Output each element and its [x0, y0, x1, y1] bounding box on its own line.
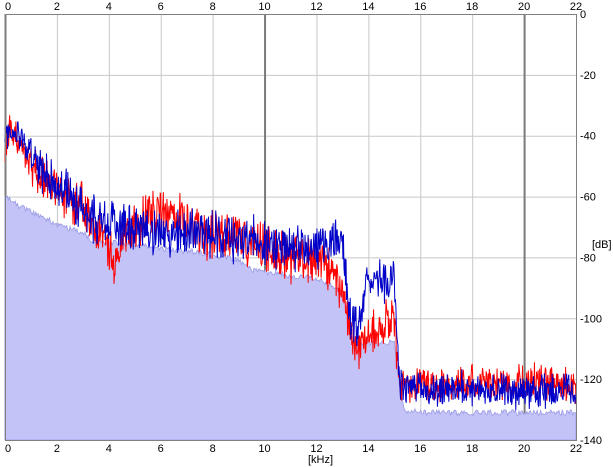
tick-labels: 002244668810101212141416161818202022220-…	[5, 1, 602, 455]
x-tick-label-bottom: 8	[210, 443, 216, 455]
x-tick-label-bottom: 12	[310, 443, 322, 455]
x-tick-label-bottom: 4	[106, 443, 112, 455]
y-tick-label: 0	[580, 9, 586, 21]
line-series-layer	[4, 115, 577, 411]
y-tick-label: -20	[580, 70, 596, 82]
x-tick-label-top: 16	[414, 1, 426, 13]
x-tick-label-top: 4	[106, 1, 112, 13]
y-tick-label: -140	[580, 435, 602, 447]
x-tick-label-bottom: 20	[518, 443, 530, 455]
x-tick-label-bottom: 0	[5, 443, 11, 455]
x-tick-label-top: 14	[362, 1, 374, 13]
x-tick-label-top: 8	[210, 1, 216, 13]
y-axis-label: [dB]	[592, 239, 612, 251]
plot-frame	[5, 14, 577, 441]
x-tick-label-top: 20	[518, 1, 530, 13]
x-tick-label-top: 6	[158, 1, 164, 13]
y-tick-label: -80	[580, 252, 596, 264]
x-tick-label-top: 10	[258, 1, 270, 13]
x-tick-label-bottom: 2	[54, 443, 60, 455]
x-tick-label-top: 12	[310, 1, 322, 13]
x-tick-label-top: 22	[570, 1, 582, 13]
blue-series-line	[4, 121, 577, 411]
y-tick-label: -100	[580, 313, 602, 325]
y-tick-label: -120	[580, 374, 602, 386]
x-axis-label: [kHz]	[308, 454, 333, 466]
x-tick-label-bottom: 6	[158, 443, 164, 455]
x-tick-label-top: 18	[466, 1, 478, 13]
x-tick-label-bottom: 16	[414, 443, 426, 455]
x-tick-label-bottom: 10	[258, 443, 270, 455]
x-tick-label-top: 2	[54, 1, 60, 13]
y-tick-label: -60	[580, 192, 596, 204]
x-tick-label-top: 0	[5, 1, 11, 13]
y-tick-label: -40	[580, 131, 596, 143]
x-tick-label-bottom: 14	[362, 443, 374, 455]
x-tick-label-bottom: 22	[570, 443, 582, 455]
plot-border	[5, 14, 577, 441]
x-tick-label-bottom: 18	[466, 443, 478, 455]
